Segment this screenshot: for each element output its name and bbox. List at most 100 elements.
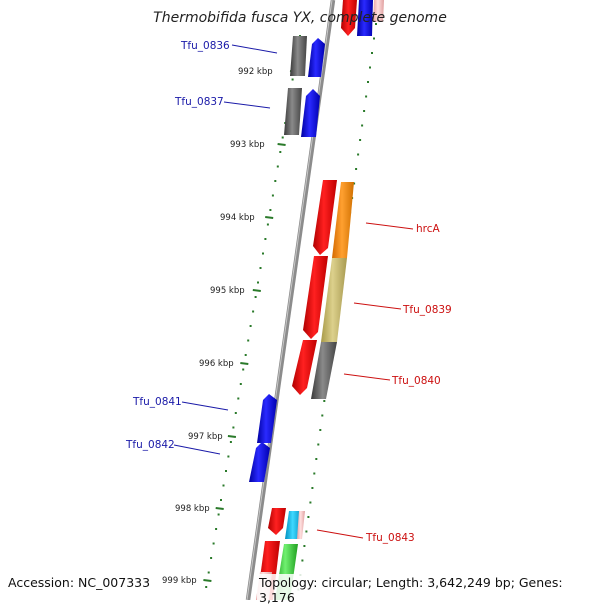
topology-text: Topology: circular; Length: 3,642,249 bp… (257, 574, 600, 606)
leader-line-tfu0841 (181, 401, 229, 411)
tick-dot (363, 110, 366, 112)
tick-dot (266, 223, 269, 226)
gene-label-tfu0841[interactable]: Tfu_0841 (132, 396, 182, 408)
tick-dot (375, 23, 377, 25)
tick-dot (271, 194, 274, 197)
gene-feature-hrca (332, 182, 354, 258)
leader-line-tfu0837 (223, 101, 271, 109)
leader-line-tfu0842 (173, 444, 221, 455)
major-tick (215, 507, 224, 510)
gene-feature-pink-2 (297, 511, 305, 539)
tick-dot (220, 499, 222, 501)
tick-dot (311, 487, 314, 489)
gene-feature-red-1 (313, 180, 337, 255)
tick-label: 995 kbp (210, 286, 245, 296)
tick-dot (249, 325, 252, 327)
leader-line-tfu0840 (343, 373, 391, 381)
tick-dot (323, 400, 326, 402)
tick-dot (212, 542, 215, 545)
tick-dot (247, 339, 250, 342)
gene-feature-top-blue (357, 0, 373, 36)
gene-label-tfu0837[interactable]: Tfu_0837 (174, 96, 224, 108)
tick-dot (279, 151, 282, 153)
tick-dot (303, 545, 306, 547)
tick-label: 999 kbp (162, 576, 197, 586)
gene-feature-tfu0837-gray (284, 88, 302, 135)
tick-dot (269, 209, 272, 211)
major-tick (240, 362, 249, 365)
tick-dot (305, 530, 308, 533)
tick-dot (309, 501, 312, 504)
gene-feature-red-2 (303, 256, 328, 339)
tick-dot (205, 586, 208, 588)
tick-dot (222, 484, 225, 487)
major-tick (227, 435, 237, 438)
gene-label-hrca[interactable]: hrcA (416, 223, 441, 235)
tick-dot (291, 78, 294, 81)
tick-label: 997 kbp (188, 432, 223, 442)
tick-dot (232, 426, 235, 429)
leader-line-tfu0836 (231, 44, 278, 54)
tick-dot (315, 458, 318, 460)
tick-rails (203, 23, 377, 591)
major-tick (265, 216, 274, 219)
tick-dot (262, 252, 264, 255)
gene-feature-tfu0836-gray (290, 36, 307, 76)
tick-dot (371, 52, 373, 54)
tick-dot (321, 414, 324, 417)
accession-text: Accession: NC_007333 (6, 574, 153, 591)
tick-dot (276, 165, 279, 168)
tick-dot (317, 443, 320, 446)
gene-label-tfu0839[interactable]: Tfu_0839 (402, 304, 452, 316)
leader-lines (173, 44, 414, 539)
gene-feature-red-3 (292, 340, 317, 395)
tick-dot (242, 368, 245, 371)
tick-dot (264, 238, 267, 240)
gene-feature-tfu0840 (311, 342, 337, 399)
gene-label-tfu0843[interactable]: Tfu_0843 (365, 532, 415, 544)
tick-label: 998 kbp (175, 504, 210, 514)
tick-dot (259, 267, 262, 269)
tick-dot (244, 354, 247, 356)
tick-dot (207, 571, 210, 574)
major-tick (203, 579, 212, 582)
leader-line-hrca (365, 222, 414, 230)
major-tick (277, 143, 286, 146)
tick-dot (281, 136, 284, 139)
tick-dot (319, 429, 322, 431)
tick-dot (252, 310, 255, 313)
tick-label: 994 kbp (220, 213, 255, 223)
tick-dot (313, 472, 316, 475)
tick-dot (229, 441, 232, 443)
tick-dot (237, 397, 240, 400)
map-title: Thermobifida fusca YX, complete genome (153, 10, 447, 26)
gene-label-tfu0842[interactable]: Tfu_0842 (125, 439, 175, 451)
gene-label-tfu0836[interactable]: Tfu_0836 (180, 40, 230, 52)
tick-dot (227, 455, 230, 458)
gene-label-tfu0840[interactable]: Tfu_0840 (391, 375, 441, 387)
major-tick (252, 289, 261, 292)
tick-dot (367, 81, 369, 83)
tick-dot (307, 516, 310, 518)
tick-dot (234, 412, 237, 414)
gene-feature-tfu0836 (308, 38, 325, 77)
leader-line-tfu0843 (316, 529, 364, 539)
tick-label: 992 kbp (238, 67, 273, 77)
tick-dot (257, 281, 259, 284)
tick-labels: 992 kbp 993 kbp 994 kbp 995 kbp 996 kbp … (162, 67, 273, 586)
gene-feature-tfu0837 (301, 89, 320, 137)
tick-dot (215, 528, 218, 530)
tick-dot (365, 95, 368, 98)
tick-dot (359, 139, 362, 141)
tick-dot (210, 557, 213, 559)
gene-feature-tfu0841 (257, 394, 277, 443)
tick-dot (239, 383, 242, 385)
tick-dot (355, 168, 358, 170)
tick-dot (274, 180, 277, 182)
tick-dot (369, 66, 371, 69)
tick-dot (225, 470, 227, 472)
gene-feature-top-pink (373, 0, 384, 22)
gene-feature-tfu0842 (249, 442, 270, 482)
tick-dot (357, 153, 360, 156)
